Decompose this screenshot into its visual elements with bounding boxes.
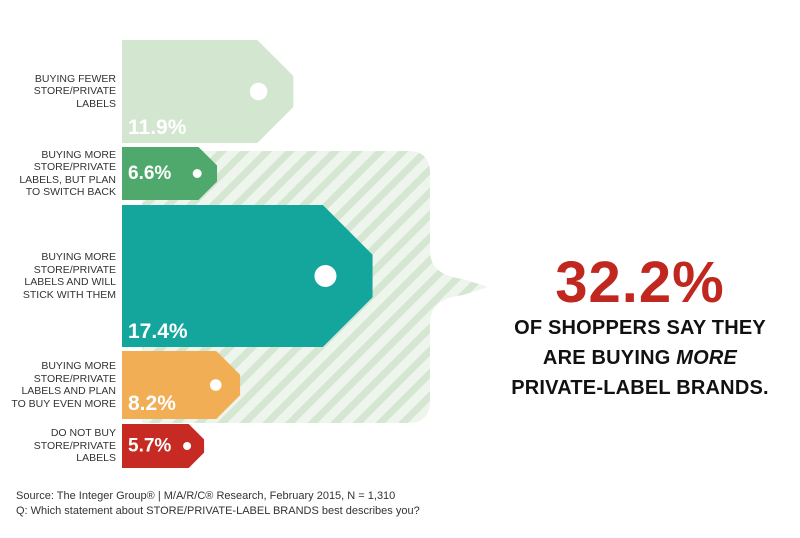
- bar-3: [122, 205, 373, 347]
- category-label-4: BUYING MORE STORE/PRIVATE LABELS AND PLAN T…: [8, 351, 116, 419]
- callout-line-3: PRIVATE-LABEL BRANDS.: [511, 377, 769, 399]
- value-label-4: 8.2%: [128, 392, 176, 415]
- bar-1: [122, 40, 294, 143]
- question-line: Q: Which statement about STORE/PRIVATE-L…: [16, 505, 420, 517]
- bar-2: [122, 147, 218, 200]
- tag-hole-3: [314, 265, 337, 287]
- category-label-line: BUYING MORE: [41, 360, 116, 372]
- value-label-2: 6.6%: [128, 163, 171, 184]
- tag-hole-4: [209, 379, 222, 391]
- category-label-line: STORE/PRIVATE: [33, 439, 116, 452]
- category-label-1: BUYING FEWER STORE/PRIVATE LABELS: [8, 40, 116, 143]
- category-label-line: BUYING MORE: [41, 251, 116, 263]
- category-label-line: LABELS, BUT PLAN: [19, 173, 116, 186]
- tag-hole-1: [249, 82, 268, 101]
- category-label-line: STORE/PRIVATE: [33, 161, 116, 173]
- source-note: Source: The Integer Group® | M/A/R/C® Re…: [16, 489, 420, 519]
- callout-value: 32.2%: [555, 250, 725, 315]
- category-label-3: BUYING MORE STORE/PRIVATE LABELS AND WILL S…: [8, 205, 116, 347]
- callout-emphasis: MORE: [676, 347, 738, 369]
- callout-line-2-prefix: ARE BUYING: [542, 347, 671, 369]
- source-line: Source: The Integer Group® | M/A/R/C® Re…: [16, 490, 396, 502]
- category-label-line: TO SWITCH BACK: [25, 186, 116, 198]
- bar-5: [122, 424, 205, 468]
- category-label-line: BUYING MORE: [41, 148, 116, 161]
- category-label-line: STORE/PRIVATE: [33, 372, 116, 385]
- value-label-1: 11.9%: [128, 116, 187, 139]
- value-label-5: 5.7%: [128, 436, 171, 457]
- category-label-line: LABELS: [76, 97, 116, 110]
- category-label-line: DO NOT BUY: [50, 427, 116, 440]
- tag-hole-5: [183, 442, 192, 450]
- category-label-line: BUYING FEWER: [34, 72, 116, 85]
- value-label-3: 17.4%: [128, 320, 188, 343]
- category-label-line: LABELS: [76, 452, 116, 465]
- callout-line-2: ARE BUYING MORE: [490, 343, 790, 373]
- category-label-2: BUYING MORE STORE/PRIVATE LABELS, BUT PLAN…: [8, 147, 116, 200]
- category-label-line: LABELS AND PLAN: [21, 385, 116, 397]
- category-label-line: STORE/PRIVATE: [33, 263, 116, 276]
- tag-hole-2: [192, 168, 202, 179]
- callout-line-1: OF SHOPPERS SAY THEY: [514, 317, 766, 339]
- category-label-line: LABELS AND WILL: [24, 276, 116, 288]
- bar-4: [122, 351, 241, 419]
- category-label-line: STICK WITH THEM: [22, 288, 116, 301]
- category-label-5: DO NOT BUY STORE/PRIVATE LABELS: [8, 424, 116, 468]
- callout: 32.2% OF SHOPPERS SAY THEY ARE BUYING MO…: [490, 253, 790, 403]
- category-label-line: STORE/PRIVATE: [33, 85, 116, 98]
- category-label-line: TO BUY EVEN MORE: [11, 397, 116, 410]
